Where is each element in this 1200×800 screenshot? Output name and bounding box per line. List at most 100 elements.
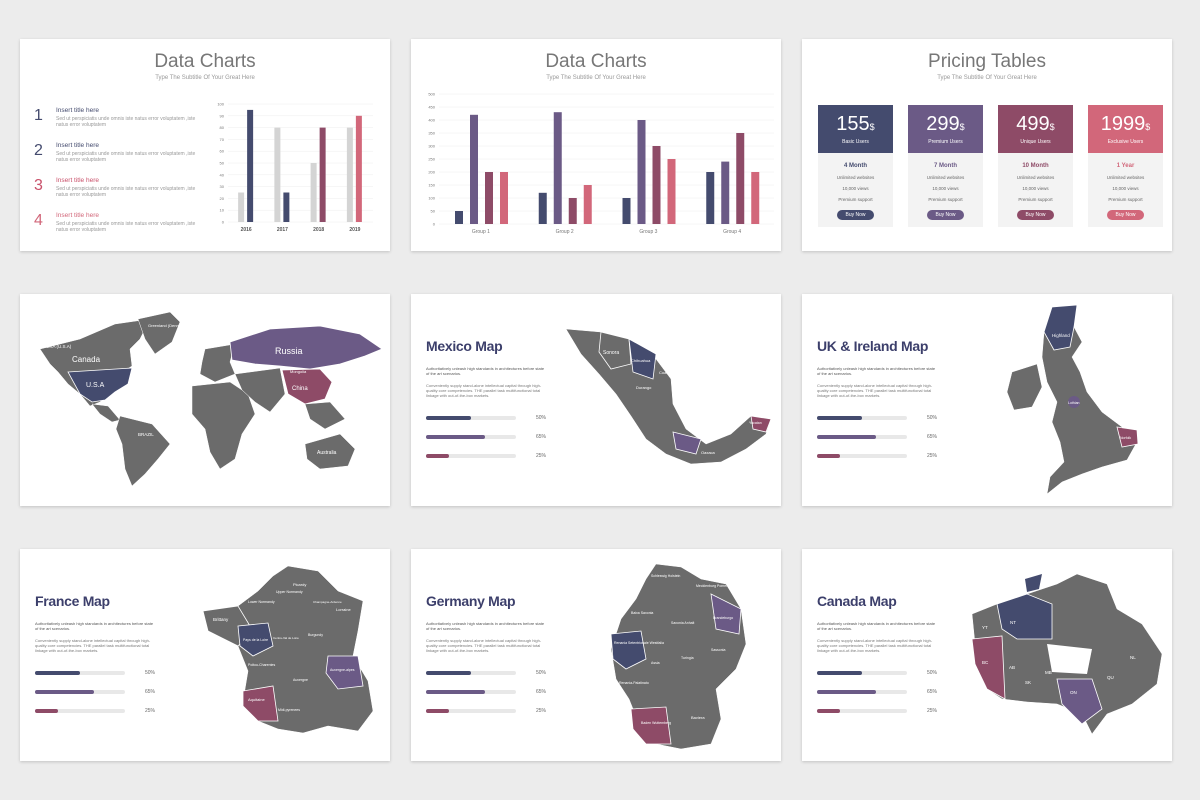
slide-uk-ireland-map[interactable]: UK & Ireland Map Authoritatively unleash… [802, 294, 1172, 506]
buy-now-button[interactable]: Buy Now [837, 210, 874, 220]
progress-bar [426, 435, 516, 439]
y-tick-label: 90 [220, 113, 225, 118]
feature: Premium support [928, 197, 963, 202]
map-label: Pays de la Loire [243, 638, 268, 642]
x-tick-label: 2019 [349, 227, 360, 233]
feature: Unlimited websites [926, 175, 965, 180]
y-tick-label: 40 [220, 172, 225, 177]
progress-value: 25% [536, 708, 547, 714]
progress-value: 25% [145, 708, 156, 714]
y-tick-label: 0 [222, 220, 225, 225]
y-tick-label: 30 [220, 184, 225, 189]
slide-subtitle: Type The Subtitle Of Your Great Here [546, 75, 646, 81]
y-tick-label: 70 [220, 137, 225, 142]
map-label: Lorraine [336, 607, 351, 612]
y-tick-label: 300 [428, 144, 435, 149]
feature: Premium support [1018, 197, 1053, 202]
map-label: Yucatan [749, 421, 762, 425]
progress-value: 50% [927, 415, 938, 421]
world-map: Greenland (Denmark) ALASKA (U.S.A) Canad… [38, 311, 383, 487]
item-title: Insert title here [56, 142, 99, 149]
x-tick-label: 2017 [277, 227, 288, 233]
progress-bar [817, 435, 907, 439]
bar [455, 211, 463, 224]
france-map: Picardy Lorraine Brittany Lower Normandy… [202, 565, 374, 734]
slide-germany-map[interactable]: Germany Map Authoritatively unleash high… [411, 549, 781, 761]
plan-label: Exclusive Users [1107, 139, 1144, 145]
map-label: NT [1010, 620, 1016, 625]
plan-label: Premium Users [928, 139, 963, 145]
progress-value: 65% [927, 434, 938, 440]
map-label: Renania Setentrionale Westfalia [614, 641, 664, 645]
y-tick-label: 80 [220, 125, 225, 130]
map-label: SK [1025, 680, 1031, 685]
progress-bar [426, 454, 516, 458]
map-label: Russia [275, 346, 303, 356]
map-label: Sonora [603, 350, 619, 356]
map-label: Brandeburgo [713, 616, 733, 620]
slide-title: Data Charts [545, 51, 647, 72]
price: 499 [1016, 113, 1050, 135]
x-tick-label: Group 3 [639, 229, 657, 235]
map-label: NL [1130, 655, 1136, 660]
map-label: Renania-Palatinato [619, 681, 649, 685]
progress-value: 65% [145, 689, 156, 695]
map-label: Lothian [1068, 401, 1080, 405]
slide-pricing-tables[interactable]: Pricing Tables Type The Subtitle Of Your… [802, 39, 1172, 251]
slide-france-map[interactable]: France Map Authoritatively unleash high … [20, 549, 390, 761]
map-label: Coahuila [659, 370, 676, 375]
slide-title: Data Charts [154, 51, 256, 72]
map-title: France Map [35, 593, 110, 609]
plan-period: 1 Year [1116, 163, 1135, 169]
plan-period: 10 Month [1022, 163, 1049, 169]
bar [553, 112, 562, 224]
y-tick-label: 200 [428, 170, 435, 175]
map-label: Saxonia Anhalt [671, 621, 694, 625]
bar [637, 120, 646, 224]
map-label: AB [1009, 665, 1015, 670]
progress-bar [426, 416, 516, 420]
buy-now-button[interactable]: Buy Now [1107, 210, 1144, 220]
map-label: YT [982, 625, 988, 630]
bar [667, 159, 676, 224]
bar [583, 185, 592, 224]
item-title: Insert title here [56, 107, 99, 114]
item-title: Insert title here [56, 177, 99, 184]
y-tick-label: 100 [428, 196, 435, 201]
map-label: Oaxaca [701, 450, 716, 455]
slide-data-charts-2[interactable]: Data Charts Type The Subtitle Of Your Gr… [411, 39, 781, 251]
currency: $ [1145, 122, 1151, 132]
buy-now-button[interactable]: Buy Now [1017, 210, 1054, 220]
item-number: 1 [34, 107, 43, 124]
map-label: Mongolia [290, 369, 307, 374]
map-label: Chihuahua [631, 358, 651, 363]
buy-now-button[interactable]: Buy Now [927, 210, 964, 220]
uk-ireland-map: Highland Norfolk Lothian [1006, 304, 1139, 495]
x-tick-label: Group 4 [723, 229, 741, 235]
map-label: Highland [1052, 333, 1070, 338]
bar [310, 163, 317, 222]
slide-canada-map[interactable]: Canada Map Authoritatively unleash high … [802, 549, 1172, 761]
x-tick-label: Group 2 [556, 229, 574, 235]
feature: 10,000 views [932, 186, 959, 191]
pricing-card-premium: 299$ Premium Users 7 Month Unlimited web… [908, 105, 983, 227]
slide-world-map[interactable]: Greenland (Denmark) ALASKA (U.S.A) Canad… [20, 294, 390, 506]
map-label: ON [1070, 690, 1077, 695]
map-label: Brittany [213, 617, 229, 622]
y-tick-label: 50 [220, 161, 225, 166]
slide-title: Pricing Tables [928, 51, 1046, 72]
slide-data-charts-1[interactable]: Data Charts Type The Subtitle Of Your Gr… [20, 39, 390, 251]
slide-mexico-map[interactable]: Mexico Map Authoritatively unleash high … [411, 294, 781, 506]
bar [283, 192, 290, 222]
map-label: Centre-Val de Loire [273, 636, 299, 640]
map-label: U.S.A [86, 382, 105, 389]
plan-period: 7 Month [934, 163, 957, 169]
progress-bar [35, 671, 125, 675]
map-label: QU [1107, 675, 1114, 680]
price: 299 [926, 113, 960, 135]
item-title: Insert title here [56, 212, 99, 219]
bar [470, 114, 478, 224]
bar [706, 172, 715, 224]
map-label: Mecklenburg Pomerania Anterior [696, 584, 748, 588]
pricing-header: 1999$ Exclusive Users [1088, 105, 1163, 153]
